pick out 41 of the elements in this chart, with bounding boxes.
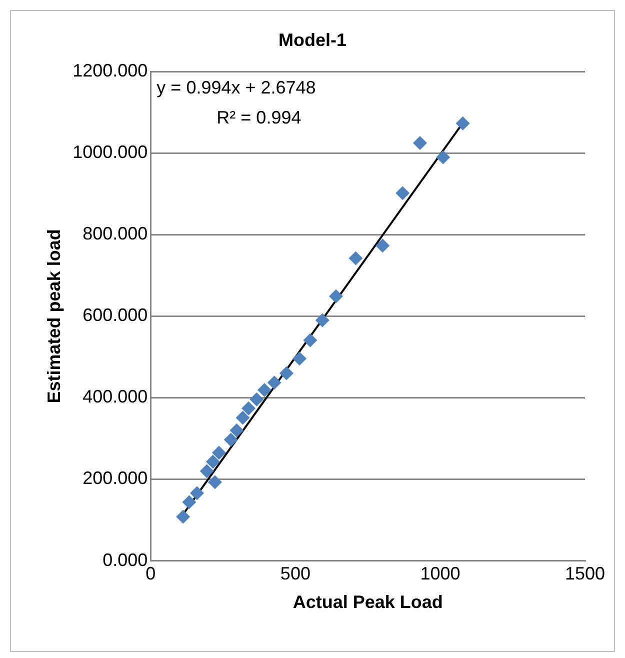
point — [176, 510, 190, 524]
point — [208, 475, 222, 490]
x-tick-label: 1500 — [564, 564, 606, 584]
point — [292, 352, 307, 366]
y-tick-label: 800.000 — [82, 224, 148, 244]
y-tick-label: 400.000 — [82, 386, 148, 407]
x-axis-title: Actual Peak Load — [292, 592, 443, 612]
point — [328, 289, 343, 304]
point — [315, 313, 330, 328]
point — [436, 150, 450, 164]
point — [279, 366, 294, 380]
point — [376, 238, 390, 253]
point — [250, 392, 264, 406]
y-tick-label: 1200.000 — [72, 60, 148, 81]
point — [224, 432, 238, 447]
point — [182, 495, 196, 510]
y-tick-label: 1000.000 — [72, 142, 148, 162]
y-axis-title: Estimated peak load — [44, 229, 64, 404]
point — [412, 136, 427, 150]
chart-title: Model-1 — [278, 30, 347, 50]
x-tick-label: 500 — [280, 564, 310, 584]
x-tick-label: 0 — [146, 564, 156, 584]
y-tick-label: 0.000 — [102, 550, 148, 570]
point — [456, 116, 470, 130]
point — [190, 486, 204, 500]
point — [242, 401, 256, 416]
point — [236, 410, 250, 425]
annotation: R² = 0.994 — [216, 108, 302, 128]
x-tick-label: 1000 — [420, 564, 460, 584]
point — [396, 186, 410, 200]
point — [200, 464, 214, 478]
point — [257, 382, 272, 397]
annotation: y = 0.994x + 2.6748 — [156, 78, 316, 98]
y-tick-label: 600.000 — [82, 305, 148, 326]
y-tick-label: 200.000 — [82, 468, 148, 488]
point — [348, 251, 363, 266]
point — [212, 446, 226, 460]
point — [206, 454, 220, 469]
point — [230, 423, 244, 438]
point — [303, 333, 318, 348]
point — [267, 376, 282, 390]
